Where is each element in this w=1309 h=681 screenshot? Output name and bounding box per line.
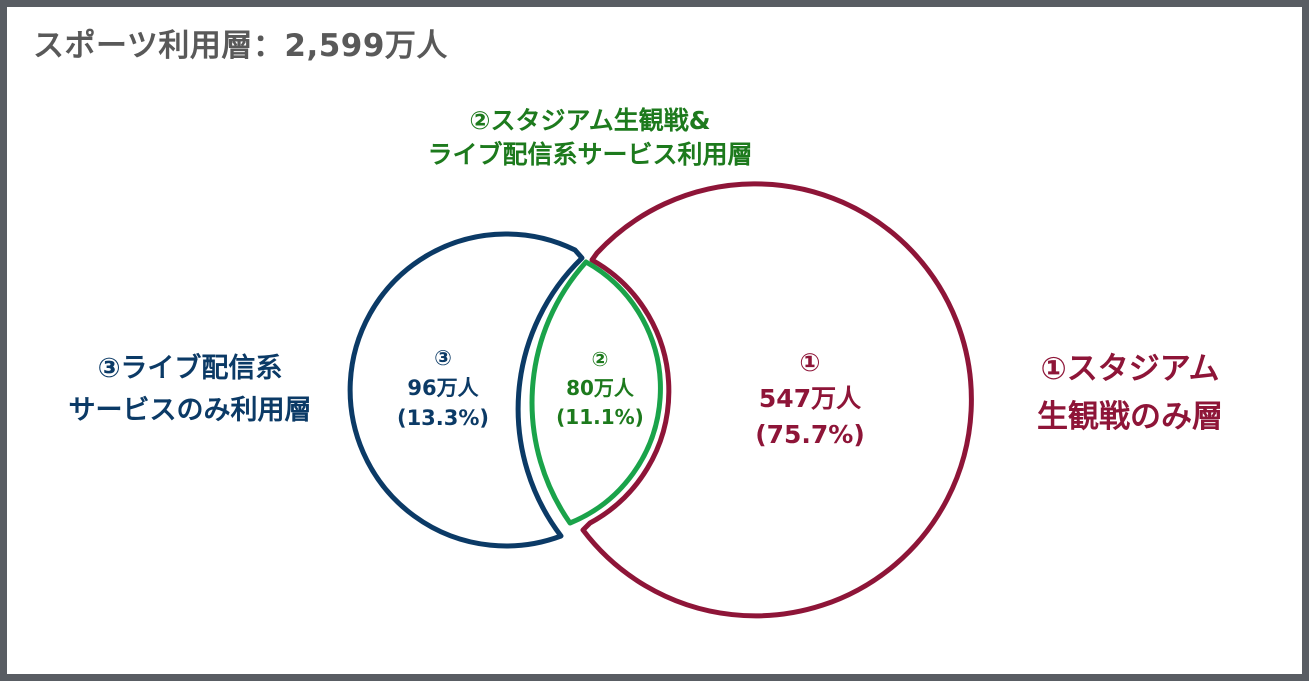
- live-label-line1: ③ライブ配信系: [97, 353, 283, 384]
- stadium-label-line2: 生観戦のみ層: [1037, 399, 1223, 435]
- overlap-lens: [529, 259, 663, 526]
- live-only-segment-label: ③ライブ配信系 サービスのみ利用層: [10, 348, 370, 432]
- live-only-percent: (13.3%): [396, 406, 490, 430]
- stadium-label-line1: ①スタジアム: [1040, 351, 1220, 387]
- live-only-value-block: ③ 96万人 (13.3%): [373, 343, 513, 433]
- stadium-only-value-block: ① 547万人 (75.7%): [710, 345, 910, 453]
- stadium-only-percent: (75.7%): [755, 420, 865, 449]
- overlap-label-line2: ライブ配信系サービス利用層: [427, 140, 753, 169]
- overlap-number: ②: [591, 347, 609, 371]
- overlap-value-block: ② 80万人 (11.1%): [530, 345, 670, 432]
- page-title: スポーツ利用層：2,599万人: [33, 28, 448, 64]
- stadium-only-value: 547万人: [758, 384, 862, 413]
- live-label-line2: サービスのみ利用層: [68, 395, 312, 426]
- stadium-only-number: ①: [799, 348, 821, 377]
- overlap-label-line1: ②スタジアム生観戦&: [469, 106, 711, 135]
- overlap-segment-label: ②スタジアム生観戦& ライブ配信系サービス利用層: [350, 104, 830, 172]
- overlap-value: 80万人: [566, 376, 634, 400]
- live-only-number: ③: [434, 346, 452, 370]
- stadium-only-segment-label: ①スタジアム 生観戦のみ層: [1000, 345, 1260, 441]
- live-only-circle: [347, 231, 585, 549]
- live-only-value: 96万人: [407, 376, 479, 400]
- stadium-only-circle: [580, 181, 974, 619]
- overlap-percent: (11.1%): [556, 405, 644, 429]
